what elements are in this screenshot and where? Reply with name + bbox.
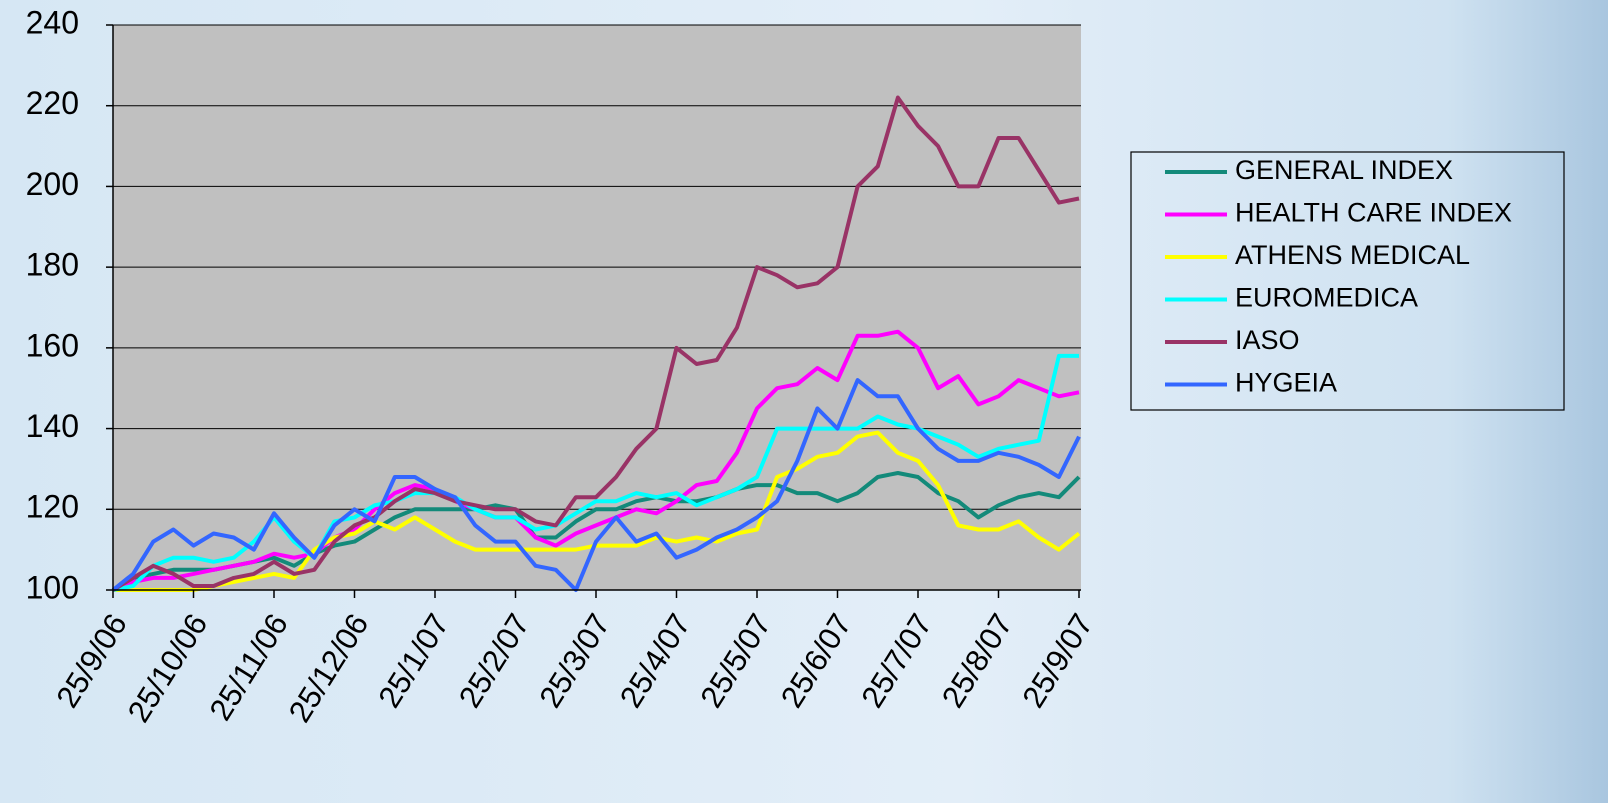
series-line xyxy=(111,378,1081,592)
x-tick-label: 25/12/06 xyxy=(282,608,376,729)
x-tick-label: 25/10/06 xyxy=(121,608,215,729)
legend-label: HYGEIA xyxy=(1235,368,1337,398)
x-tick-label: 25/4/07 xyxy=(613,608,697,714)
x-tick-label: 25/1/07 xyxy=(371,608,455,714)
legend-label: HEALTH CARE INDEX xyxy=(1235,198,1512,228)
y-tick-label: 100 xyxy=(26,569,79,605)
series-line xyxy=(111,471,1081,592)
x-tick-label: 25/11/06 xyxy=(202,608,294,727)
legend-label: IASO xyxy=(1235,325,1300,355)
y-tick-label: 220 xyxy=(26,85,79,121)
legend-label: ATHENS MEDICAL xyxy=(1235,240,1470,270)
y-tick-label: 120 xyxy=(26,489,79,525)
x-tick-label: 25/6/07 xyxy=(774,608,858,714)
x-tick-label: 25/8/07 xyxy=(935,608,1019,714)
series-line xyxy=(111,95,1080,592)
x-tick-label: 25/7/07 xyxy=(854,608,938,714)
plot-area xyxy=(113,25,1081,590)
y-tick-label: 160 xyxy=(26,327,79,363)
y-tick-label: 200 xyxy=(26,166,79,202)
y-tick-label: 140 xyxy=(26,408,79,444)
series-line xyxy=(112,329,1080,592)
y-tick-label: 180 xyxy=(26,247,79,283)
x-tick-label: 25/9/06 xyxy=(49,608,133,714)
x-tick-label: 25/9/07 xyxy=(1015,608,1099,714)
legend xyxy=(1130,151,1565,411)
x-tick-label: 25/3/07 xyxy=(532,608,616,714)
x-tick-label: 25/5/07 xyxy=(693,608,777,714)
y-tick-label: 240 xyxy=(26,4,79,40)
legend-label: EUROMEDICA xyxy=(1235,283,1418,313)
legend-label: GENERAL INDEX xyxy=(1235,155,1453,185)
x-tick-label: 25/2/07 xyxy=(452,608,536,714)
